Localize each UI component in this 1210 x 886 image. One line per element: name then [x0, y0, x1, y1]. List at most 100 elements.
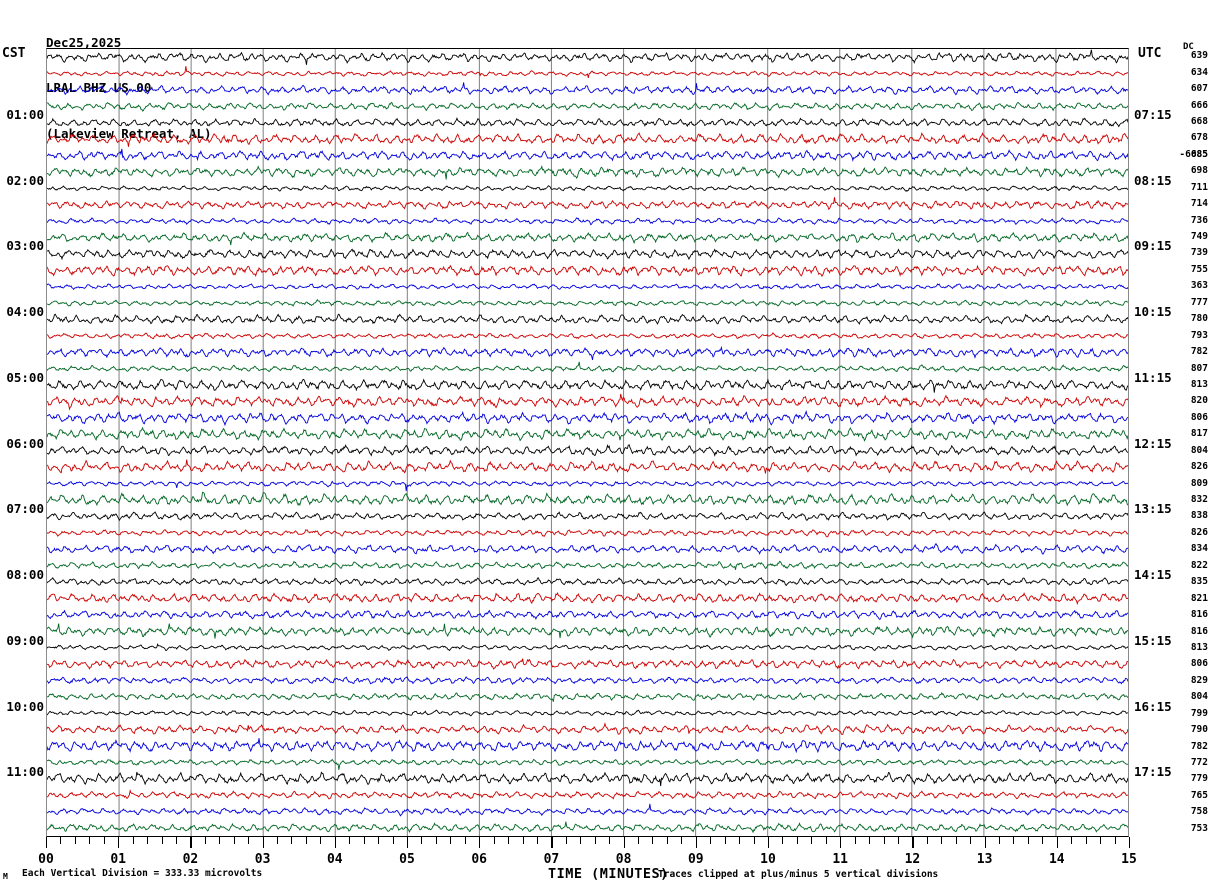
seismic-trace: [47, 542, 1128, 555]
x-tick-major: [768, 837, 770, 848]
seismic-trace: [47, 511, 1128, 522]
x-tick-major: [695, 837, 698, 848]
x-tick-minor: [594, 837, 596, 844]
x-tick-major: [334, 837, 337, 848]
x-axis-tick-label: 12: [904, 852, 921, 867]
x-tick-minor: [1013, 837, 1015, 844]
x-tick-minor: [854, 837, 856, 844]
x-tick-minor: [233, 837, 235, 844]
x-tick-minor: [1085, 837, 1087, 844]
x-axis-tick-label: 07: [543, 852, 560, 867]
left-time-label: 01:00: [6, 106, 44, 122]
x-tick-minor: [161, 837, 163, 844]
right-time-label: 07:15: [1134, 106, 1172, 122]
dc-value: 834: [1190, 543, 1208, 555]
x-tick-minor: [175, 837, 177, 844]
x-tick-minor: [926, 837, 928, 844]
left-time-axis: 01:00 02:00 03:00 04:00 05:00 06:00 07:00 08:00…: [0, 0, 44, 886]
x-tick-major: [984, 837, 986, 848]
x-axis-tick-label: 06: [471, 852, 488, 867]
seismic-trace: [47, 148, 1128, 162]
seismic-trace: [47, 643, 1128, 652]
seismogram-plot[interactable]: [46, 48, 1129, 837]
left-time-label: 09:00: [6, 632, 44, 648]
x-tick-minor: [1114, 837, 1116, 844]
left-time-label: 10:00: [6, 698, 44, 714]
seismic-trace: [47, 676, 1128, 686]
right-time-label: 08:15: [1134, 172, 1172, 188]
x-tick-minor: [103, 837, 105, 844]
x-tick-minor: [1071, 837, 1073, 844]
dc-value: 793: [1190, 329, 1208, 341]
dc-value: 826: [1190, 526, 1208, 538]
seismic-trace: [47, 491, 1128, 507]
x-tick-minor: [450, 837, 452, 844]
x-tick-major: [118, 837, 120, 848]
dc-value: 698: [1190, 165, 1208, 177]
dc-value: 363: [1190, 280, 1208, 292]
dc-value: 607: [1190, 83, 1208, 95]
left-time-label: 05:00: [6, 369, 44, 385]
seismic-trace: [47, 332, 1128, 340]
header-date: Dec25,2025: [46, 34, 122, 50]
x-tick-minor: [493, 837, 495, 844]
seismic-trace: [47, 658, 1128, 670]
dc-value: 790: [1190, 724, 1208, 736]
seismic-trace: [47, 444, 1128, 457]
x-axis-tick-label: 00: [38, 852, 54, 867]
seismic-trace: [47, 623, 1128, 639]
left-time-label: 04:00: [6, 304, 44, 319]
x-tick-minor: [305, 837, 307, 844]
seismic-trace: [47, 722, 1128, 735]
x-tick-minor: [724, 837, 726, 844]
x-tick-minor: [435, 837, 437, 844]
x-tick-minor: [1100, 837, 1102, 844]
dc-value: 806: [1190, 658, 1208, 670]
right-time-label: 15:15: [1134, 632, 1172, 648]
dc-value: 666: [1190, 99, 1208, 111]
x-tick-minor: [248, 837, 250, 844]
trace-canvas: [47, 49, 1128, 836]
x-tick-major: [551, 837, 553, 848]
right-time-label: 09:15: [1134, 238, 1172, 254]
seismic-trace: [47, 821, 1128, 834]
x-tick-minor: [666, 837, 668, 844]
seismic-trace: [47, 771, 1128, 787]
seismic-trace: [47, 197, 1128, 211]
right-time-label: 16:15: [1134, 698, 1172, 714]
x-tick-minor: [941, 837, 943, 844]
seismic-trace: [47, 758, 1128, 770]
x-axis-ticks: [46, 837, 1131, 855]
left-time-label: 07:00: [6, 501, 44, 517]
dc-value: 772: [1190, 757, 1208, 769]
left-time-label: 02:00: [6, 172, 44, 188]
left-time-label: 06:00: [6, 435, 44, 451]
dc-value: 838: [1190, 510, 1208, 522]
seismic-trace: [47, 49, 1128, 65]
dc-value: 739: [1190, 247, 1208, 259]
dc-value: 804: [1190, 444, 1208, 456]
right-axis-label: UTC: [1138, 46, 1162, 61]
x-tick-minor: [320, 837, 322, 844]
x-tick-major: [46, 837, 48, 848]
x-tick-major: [1056, 837, 1059, 848]
x-tick-minor: [796, 837, 798, 844]
x-tick-minor: [739, 837, 741, 844]
dc-value: 634: [1190, 66, 1208, 78]
dc-value: 765: [1190, 789, 1208, 801]
x-tick-minor: [970, 837, 972, 844]
seismic-trace: [47, 282, 1128, 291]
x-tick-minor: [464, 837, 466, 844]
x-tick-minor: [291, 837, 293, 844]
seismic-trace: [47, 459, 1128, 474]
dc-value: 777: [1190, 296, 1208, 308]
seismic-trace: [47, 738, 1128, 754]
seismic-trace: [47, 82, 1128, 96]
x-tick-minor: [363, 837, 365, 844]
seismic-trace: [47, 577, 1128, 587]
x-axis-tick-label: 11: [832, 852, 849, 867]
x-tick-minor: [883, 837, 885, 844]
x-tick-minor: [378, 837, 380, 844]
seismic-trace: [47, 117, 1128, 128]
seismic-trace: [47, 184, 1128, 192]
